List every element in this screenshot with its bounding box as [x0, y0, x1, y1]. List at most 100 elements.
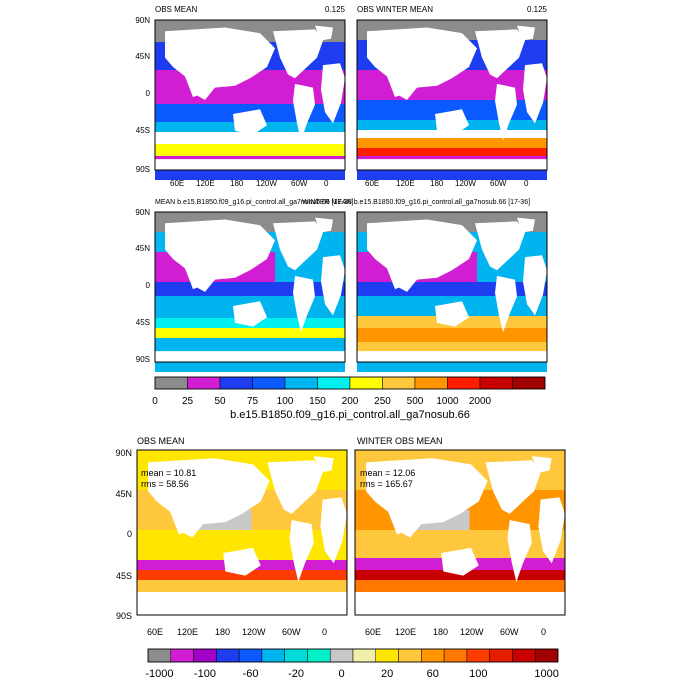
- colorbar-1-swatch: [414, 376, 448, 390]
- lat-label-90n: 90N: [135, 16, 150, 25]
- lon-label-120e: 120E: [196, 179, 215, 188]
- lon-label-0-3r: 0: [541, 627, 546, 637]
- colorbar-2-swatch: [421, 648, 445, 663]
- lat-label-90s-3: 90S: [116, 611, 132, 621]
- colorbar-2-tick-label: 100: [469, 668, 487, 680]
- lon-label-0: 0: [324, 179, 329, 188]
- colorbar-1-swatch: [154, 376, 188, 390]
- colorbar-1-tick-label: 75: [247, 396, 259, 407]
- colorbar-1-swatch: [187, 376, 221, 390]
- lat-label-0-3: 0: [127, 529, 132, 539]
- colorbar-1-swatch: [479, 376, 513, 390]
- lon-label-120w-3: 120W: [242, 627, 266, 637]
- colorbar-2-swatch: [375, 648, 399, 663]
- colorbar-2-swatch: [193, 648, 217, 663]
- colorbar-1-title: b.e15.B1850.f09_g16.pi_control.all_ga7no…: [230, 409, 470, 421]
- colorbar-1-swatch: [382, 376, 416, 390]
- lon-label-120e-3r: 120E: [395, 627, 416, 637]
- colorbar-1-tick-label: 25: [182, 396, 194, 407]
- colorbar-2-swatch: [307, 648, 331, 663]
- panel-diff-obs-mean: [136, 449, 348, 616]
- lon-label-60w-3: 60W: [282, 627, 301, 637]
- colorbar-1-tick-label: 2000: [469, 396, 492, 407]
- lon-label-120w: 120W: [256, 179, 277, 188]
- lon-label-120w-3r: 120W: [460, 627, 484, 637]
- colorbar-2-tick-label: 60: [427, 668, 439, 680]
- lon-label-60e-3: 60E: [147, 627, 163, 637]
- panel-diff-winter-obs-mean: [354, 449, 566, 616]
- lat-label-45n-3: 45N: [115, 489, 132, 499]
- colorbar-2-swatch: [147, 648, 172, 663]
- lon-label-120e-3: 120E: [177, 627, 198, 637]
- row1-lat-axis: 90N 45N 0 45S 90S: [135, 16, 150, 174]
- row3-lon-axis: 60E 120E 180 120W 60W 0 60E 120E 180 120…: [147, 627, 546, 637]
- colorbar-1: [154, 376, 546, 390]
- colorbar-2-tick-label: -1000: [145, 668, 173, 680]
- colorbar-2-tick-label: -60: [243, 668, 259, 680]
- colorbar-1-swatch: [317, 376, 351, 390]
- row3-left-rms: rms = 58.56: [141, 479, 189, 489]
- colorbar-2-swatch: [398, 648, 422, 663]
- colorbar-2-tick-label: -20: [288, 668, 304, 680]
- row3-right-rms: rms = 165.67: [360, 479, 413, 489]
- colorbar-1-tick-label: 150: [309, 396, 326, 407]
- colorbar-2-swatch: [238, 648, 263, 663]
- colorbar-2-tick-label: -100: [194, 668, 216, 680]
- lon-label-120e-r: 120E: [396, 179, 415, 188]
- colorbar-2-swatch: [170, 648, 194, 663]
- colorbar-2-labels: -1000 -100 -60 -20 0 20 60 100 1000: [145, 668, 559, 680]
- panel-model-mean: [154, 211, 346, 372]
- lat-label-45s-2: 45S: [136, 318, 150, 327]
- row1-right-scale: 0.125: [527, 5, 548, 14]
- colorbar-2-swatch: [352, 648, 377, 663]
- colorbar-1-labels: 0 25 50 75 100 150 200 250 500 1000 2000: [152, 396, 491, 407]
- lat-label-45s-3: 45S: [116, 571, 132, 581]
- panel-obs-mean: [154, 19, 346, 180]
- panel-model-winter-mean: [356, 211, 548, 372]
- colorbar-1-swatch: [284, 376, 318, 390]
- lon-label-180-r: 180: [430, 179, 444, 188]
- lat-label-45n-2: 45N: [135, 244, 150, 253]
- colorbar-1-swatch: [349, 376, 383, 390]
- lat-label-45n: 45N: [135, 52, 150, 61]
- colorbar-2-tick-label: 1000: [534, 668, 558, 680]
- row3-lat-axis: 90N 45N 0 45S 90S: [115, 448, 132, 621]
- colorbar-1-tick-label: 200: [342, 396, 359, 407]
- lon-label-60w-r: 60W: [490, 179, 507, 188]
- colorbar-1-tick-label: 250: [374, 396, 391, 407]
- row2-lat-axis: 90N 45N 0 45S 90S: [135, 208, 150, 364]
- colorbar-2-swatch: [443, 648, 468, 663]
- colorbar-2-swatch: [489, 648, 513, 663]
- lat-label-45s: 45S: [136, 126, 150, 135]
- colorbar-1-swatch: [447, 376, 481, 390]
- colorbar-1-tick-label: 1000: [436, 396, 459, 407]
- colorbar-1-tick-label: 50: [214, 396, 226, 407]
- lon-label-60w: 60W: [291, 179, 308, 188]
- row2-left-title: MEAN b.e15.B1850.f09_g16.pi_control.all_…: [155, 199, 354, 206]
- colorbar-1-swatch: [512, 376, 546, 390]
- colorbar-2-tick-label: 0: [339, 668, 345, 680]
- lon-label-180-3r: 180: [433, 627, 448, 637]
- row2-right-title: WINTER MEAN b.e15.B1850.f09_g16.pi_contr…: [302, 199, 530, 206]
- row1-left-title: OBS MEAN: [155, 5, 197, 14]
- row3-right-mean: mean = 12.06: [360, 468, 415, 478]
- lon-label-120w-r: 120W: [455, 179, 476, 188]
- lon-label-0-r: 0: [524, 179, 529, 188]
- colorbar-1-swatch: [252, 376, 286, 390]
- colorbar-1-tick-label: 100: [277, 396, 294, 407]
- row3-left-title: OBS MEAN: [137, 436, 185, 446]
- lon-label-180: 180: [230, 179, 244, 188]
- colorbar-1-tick-label: 500: [407, 396, 424, 407]
- row3-right-title: WINTER OBS MEAN: [357, 436, 443, 446]
- lat-label-0-2: 0: [146, 281, 151, 290]
- colorbar-1-swatch: [219, 376, 253, 390]
- row1-lon-axis: 60E 120E 180 120W 60W 0 60E 120E 180 120…: [170, 179, 529, 188]
- lat-label-90n-2: 90N: [135, 208, 150, 217]
- lon-label-60w-3r: 60W: [500, 627, 519, 637]
- colorbar-2-swatch: [329, 648, 354, 663]
- colorbar-2-swatch: [284, 648, 308, 663]
- colorbar-2-tick-label: 20: [381, 668, 393, 680]
- colorbar-2: [147, 648, 559, 663]
- colorbar-2-swatch: [261, 648, 285, 663]
